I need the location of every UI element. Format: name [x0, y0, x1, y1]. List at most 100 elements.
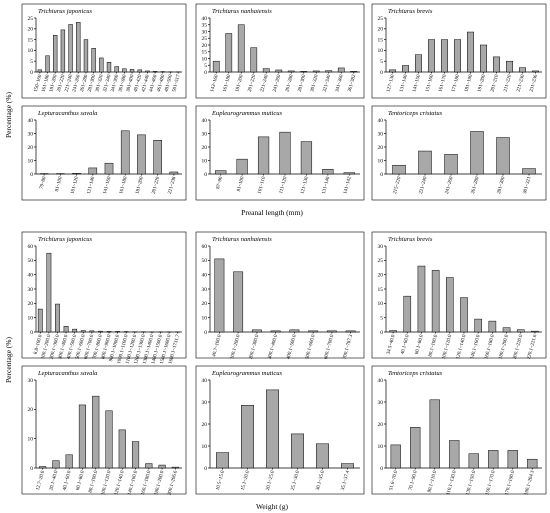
y-tick-label: 10 [378, 48, 384, 54]
y-tick-label: 0 [380, 330, 383, 336]
bar [225, 33, 233, 73]
panel-frame [21, 105, 187, 201]
x-tick-label: 151~160 [426, 74, 436, 93]
top-x-axis-title: Preanal length (mm) [241, 208, 303, 217]
x-tick-label: 190.1~204.3 [524, 470, 535, 496]
x-tick-label: 500.1~600.0 [75, 334, 86, 360]
x-tick-label: 8.8~100.0 [34, 334, 44, 355]
x-tick-label: 100.1~200.0 [230, 334, 241, 360]
x-tick-label: 211~220 [504, 74, 513, 93]
bar [236, 158, 248, 175]
panel-10: Lepturacanthus savala 0 10 20 30 12.7~20.0 20.… [21, 365, 187, 496]
y-tick-label: 20 [202, 422, 208, 428]
x-tick-label: 481~500 [164, 74, 174, 93]
bar [46, 252, 52, 333]
y-tick-label: 30 [378, 400, 384, 406]
x-tick-label: 160.1~180.0 [484, 334, 495, 360]
bar [488, 450, 499, 469]
x-tick-label: 281~300 [298, 74, 308, 93]
bar [467, 31, 474, 73]
x-tick-label: 150.1~170.0 [485, 470, 496, 496]
bar [152, 71, 158, 73]
x-tick-label: 100.1~120.0 [101, 470, 112, 496]
y-tick-label: 10 [202, 158, 208, 164]
bar [99, 57, 104, 73]
x-tick-label: 700.1~800.0 [92, 334, 103, 360]
bar [531, 330, 539, 333]
x-tick-label: 500.1~600.0 [305, 334, 316, 360]
panel-frame [21, 3, 187, 99]
x-tick-label: 100.1~200.0 [41, 334, 52, 360]
bar [171, 466, 179, 469]
x-tick-label: 201~220 [57, 74, 67, 93]
bar [104, 162, 114, 175]
x-tick-label: 221~240 [65, 74, 75, 93]
bar [214, 258, 225, 333]
y-tick-label: 30 [28, 378, 34, 384]
bar [444, 154, 458, 175]
x-tick-label: 461~480 [157, 74, 167, 93]
x-tick-label: 181~190 [465, 74, 475, 93]
panel-8: Trichiurus nanhaiensis 0 10 20 30 40 50 60 40.7~… [195, 231, 365, 360]
panel-title: Tentoriceps cristatus [388, 370, 443, 377]
x-tick-label: 141~160 [103, 176, 113, 195]
bar [105, 410, 113, 469]
y-tick-label: 10 [28, 48, 34, 54]
bar [449, 440, 460, 469]
bar [129, 69, 135, 73]
y-tick-label: 30 [28, 287, 34, 293]
x-tick-label: 400.1~500.0 [67, 334, 78, 360]
panel-3: Trichiurus brevis 0 5 10 15 20 25 127~130 131~14… [371, 3, 547, 99]
x-tick-label: 180.1~200.0 [154, 470, 165, 496]
bar [55, 303, 60, 333]
x-tick-label: 127~130 [387, 74, 397, 93]
bar [289, 329, 300, 333]
bar [37, 308, 43, 333]
y-tick-label: 40 [202, 118, 208, 124]
bar [158, 464, 166, 469]
x-tick-label: 441~460 [149, 74, 159, 93]
x-tick-label: 141~142 [343, 176, 353, 195]
x-tick-label: 221~240 [260, 74, 270, 93]
y-tick-label: 0 [204, 330, 207, 336]
x-tick-label: 201~210 [491, 74, 501, 93]
y-tick-label: 20 [28, 301, 34, 307]
bar [415, 54, 422, 73]
panel-title: Tentoriceps cristatus [388, 110, 443, 117]
x-tick-label: 421~440 [141, 74, 151, 93]
bar [460, 297, 468, 333]
bar [322, 169, 334, 175]
y-tick-label: 20 [202, 301, 208, 307]
bar [431, 270, 440, 333]
bottom-x-axis-title: Weight (g) [256, 502, 289, 511]
y-tick-label: 30 [202, 287, 208, 293]
y-tick-label: 35 [202, 23, 208, 29]
bar [131, 441, 140, 469]
x-tick-label: 100.1~120.0 [442, 334, 453, 360]
x-tick-label: 401~420 [134, 74, 144, 93]
bar [262, 68, 270, 73]
bar [287, 70, 295, 73]
bar [429, 399, 440, 469]
y-tick-label: 25 [202, 36, 208, 42]
x-tick-label: 501~517 [172, 74, 182, 93]
x-tick-label: 180.1~200.0 [499, 334, 510, 360]
y-tick-label: 20 [28, 145, 34, 151]
x-tick-label: 181~200 [235, 74, 245, 93]
y-tick-label: 50 [202, 258, 208, 264]
x-tick-label: 20.1~25.0 [266, 470, 276, 491]
bar [389, 330, 397, 333]
bar [403, 295, 412, 333]
x-tick-label: 200.1~206.6 [167, 470, 178, 496]
y-tick-label: 15 [378, 37, 384, 43]
x-tick-label: 143~160 [210, 74, 220, 93]
x-tick-label: 341~360 [335, 74, 345, 93]
x-tick-label: 170.1~190.0 [505, 470, 516, 496]
y-tick-label: 25 [378, 16, 384, 22]
y-tick-label: 0 [204, 172, 207, 178]
x-tick-label: 241~260 [445, 176, 455, 195]
panel-title: Eupleurogrammus muticus [211, 370, 282, 377]
bar [215, 170, 227, 175]
bar [392, 164, 406, 175]
